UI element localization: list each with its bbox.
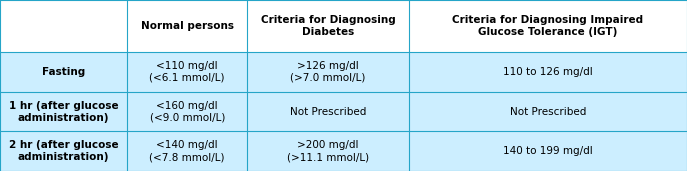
- Text: 110 to 126 mg/dl: 110 to 126 mg/dl: [503, 67, 593, 77]
- Bar: [127, 52, 247, 92]
- Bar: [247, 131, 409, 171]
- Text: Not Prescribed: Not Prescribed: [510, 107, 586, 117]
- Bar: [0, 52, 127, 92]
- Bar: [409, 92, 687, 131]
- Text: 2 hr (after glucose
administration): 2 hr (after glucose administration): [9, 140, 118, 162]
- Bar: [409, 52, 687, 92]
- Bar: [247, 92, 409, 131]
- Text: 1 hr (after glucose
administration): 1 hr (after glucose administration): [9, 101, 118, 123]
- Text: >126 mg/dl
(>7.0 mmol/L): >126 mg/dl (>7.0 mmol/L): [291, 61, 365, 83]
- Text: <160 mg/dl
(<9.0 mmol/L): <160 mg/dl (<9.0 mmol/L): [150, 101, 225, 123]
- Bar: [127, 92, 247, 131]
- Text: Normal persons: Normal persons: [141, 21, 234, 31]
- Bar: [127, 131, 247, 171]
- Bar: [127, 0, 247, 52]
- Text: 140 to 199 mg/dl: 140 to 199 mg/dl: [503, 146, 593, 156]
- Bar: [0, 0, 127, 52]
- Bar: [409, 0, 687, 52]
- Text: Criteria for Diagnosing
Diabetes: Criteria for Diagnosing Diabetes: [260, 15, 396, 37]
- Text: >200 mg/dl
(>11.1 mmol/L): >200 mg/dl (>11.1 mmol/L): [287, 140, 369, 162]
- Bar: [0, 92, 127, 131]
- Text: <110 mg/dl
(<6.1 mmol/L): <110 mg/dl (<6.1 mmol/L): [150, 61, 225, 83]
- Bar: [409, 131, 687, 171]
- Text: Criteria for Diagnosing Impaired
Glucose Tolerance (IGT): Criteria for Diagnosing Impaired Glucose…: [452, 15, 644, 37]
- Text: Fasting: Fasting: [42, 67, 85, 77]
- Bar: [0, 131, 127, 171]
- Text: <140 mg/dl
(<7.8 mmol/L): <140 mg/dl (<7.8 mmol/L): [150, 140, 225, 162]
- Bar: [247, 0, 409, 52]
- Bar: [247, 52, 409, 92]
- Text: Not Prescribed: Not Prescribed: [290, 107, 366, 117]
